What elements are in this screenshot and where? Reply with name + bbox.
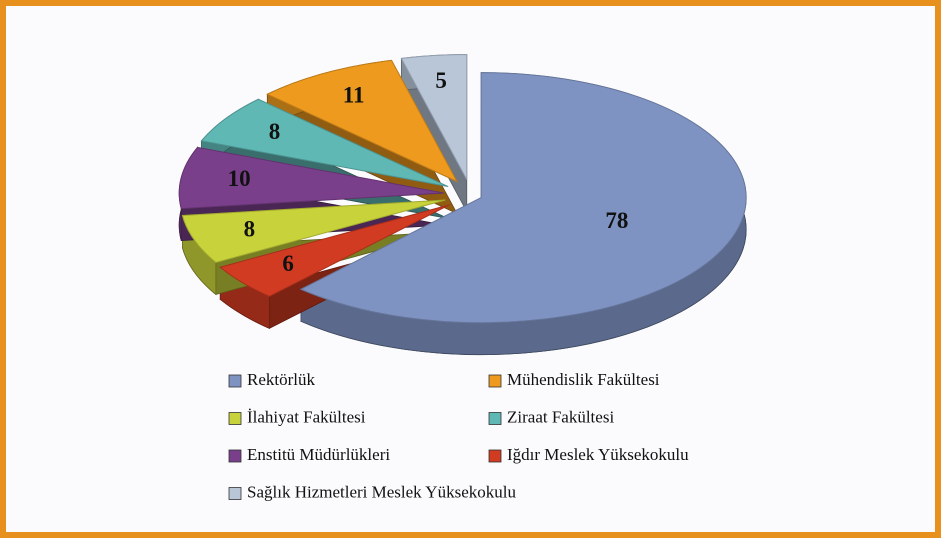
slice — [266, 59, 459, 183]
slice — [219, 204, 450, 297]
legend-label: Enstitü Müdürlükleri — [247, 445, 390, 464]
legend-label: Sağlık Hizmetleri Meslek Yüksekokulu — [247, 482, 516, 501]
legend-label: Rektörlük — [247, 370, 315, 389]
slice — [299, 72, 747, 324]
pie-tops — [178, 54, 747, 324]
pie-labels: 78 6 8 10 8 11 5 — [228, 68, 629, 276]
slice-value-label: 11 — [343, 82, 365, 107]
slice — [178, 146, 445, 210]
legend-swatch — [488, 449, 502, 463]
slice — [181, 199, 446, 264]
legend-label: Ziraat Fakültesi — [507, 407, 614, 426]
legend-swatch — [228, 487, 242, 500]
slice-value-label: 5 — [435, 68, 447, 93]
legend-swatch — [488, 412, 502, 425]
legend-swatch — [228, 374, 242, 388]
slice — [200, 98, 449, 188]
slice — [400, 54, 468, 180]
slice-value-label: 8 — [269, 119, 281, 144]
legend-swatch — [228, 412, 242, 425]
slice-value-label: 6 — [282, 251, 294, 276]
slice-value-label: 8 — [244, 216, 256, 241]
legend-swatch — [228, 449, 242, 463]
legend-label: Iğdır Meslek Yüksekokulu — [507, 445, 689, 464]
slice-value-label: 78 — [605, 208, 628, 233]
legend-swatch — [488, 374, 502, 388]
slice-value-label: 10 — [228, 166, 251, 191]
legend-label: Mühendislik Fakültesi — [507, 370, 660, 389]
legend-label: İlahiyat Fakültesi — [247, 407, 366, 426]
